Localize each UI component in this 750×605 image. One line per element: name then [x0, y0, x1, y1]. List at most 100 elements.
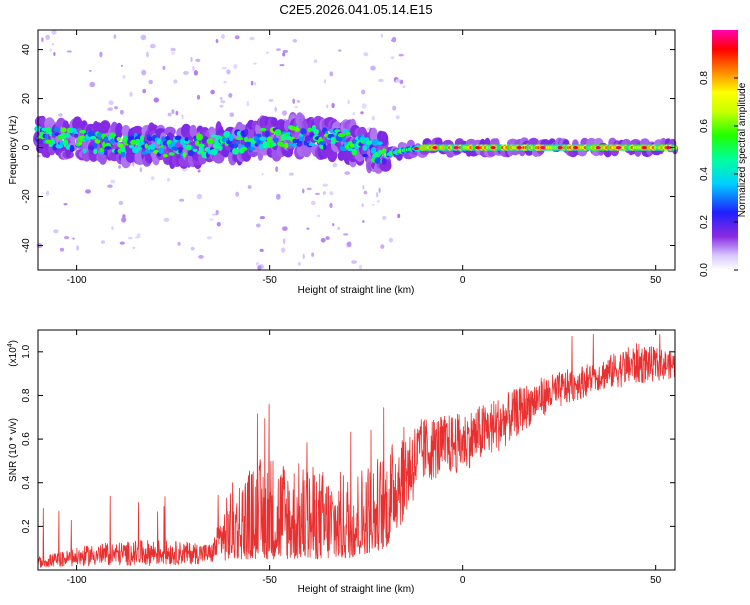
heatmap-ridge-blob — [102, 141, 106, 149]
snr-plot: -100 -50 0 50 0.2 0.4 0.6 0.8 1.0 Height of str… — [7, 329, 676, 595]
heatmap-noise-blob — [179, 198, 185, 202]
heatmap-noise-blob — [219, 104, 224, 108]
heatmap-noise-blob — [351, 260, 357, 264]
snr-multiplier-close: ) — [8, 340, 19, 343]
heatmap-ridge-blob — [318, 141, 327, 145]
heatmap-peak-dot — [432, 146, 438, 150]
heatmap-noise-blob — [170, 51, 175, 55]
heatmap-noise-blob — [402, 85, 406, 88]
heatmap-noise-blob — [181, 114, 184, 120]
heatmap-noise-blob — [122, 214, 126, 219]
heatmap-ridge-blob — [172, 147, 180, 151]
heatmap-noise-blob — [255, 223, 261, 228]
heatmap-ridge-blob — [90, 135, 97, 140]
heatmap-noise-blob — [146, 51, 149, 58]
colorbar-gradient — [712, 30, 738, 270]
heatmap-noise-blob — [72, 237, 75, 240]
heatmap-noise-blob — [76, 245, 80, 251]
heatmap-noise-blob — [298, 261, 301, 266]
heatmap-ridge-blob — [174, 135, 182, 141]
heatmap-noise-blob — [390, 39, 396, 42]
heatmap-halo — [115, 122, 123, 139]
heatmap-noise-blob — [136, 233, 141, 238]
heatmap-ridge-blob — [65, 132, 70, 138]
heatmap-ridge-blob — [347, 147, 354, 152]
snr-series-line — [37, 333, 676, 568]
heatmap-noise-blob — [49, 48, 52, 52]
heatmap-noise-blob — [220, 100, 226, 104]
heatmap-ridge-blob — [206, 138, 214, 145]
heatmap-noise-blob — [208, 218, 214, 221]
heatmap-ridge-blob — [104, 146, 112, 150]
snr-y-tick-label: 0.8 — [21, 388, 32, 402]
heatmap-plot: -100 -50 0 50 -40 -20 0 20 40 Height of straigh… — [8, 29, 679, 296]
heatmap-noise-blob — [183, 70, 189, 75]
heatmap-noise-blob — [313, 59, 318, 64]
heatmap-ridge-blob — [292, 138, 298, 144]
heatmap-noise-blob — [41, 37, 44, 42]
heatmap-noise-blob — [153, 97, 159, 103]
heatmap-frame — [37, 29, 676, 271]
heatmap-ridge-blob — [103, 136, 109, 143]
heatmap-noise-blob — [378, 187, 381, 193]
heatmap-noise-blob — [206, 236, 213, 240]
colorbar-ticks: 0.0 0.2 0.4 0.6 0.8 — [699, 71, 738, 277]
heatmap-noise-blob — [282, 49, 289, 53]
heatmap-noise-blob — [99, 51, 103, 58]
heatmap-noise-blob — [51, 43, 55, 46]
heatmap-ridge-blob — [377, 141, 383, 145]
heatmap-noise-blob — [118, 200, 124, 206]
heatmap-ridge-blob — [272, 137, 279, 142]
heatmap-ridge-blob — [349, 143, 356, 148]
heatmap-noise-blob — [344, 171, 351, 175]
heatmap-peak-dot — [540, 146, 546, 150]
chart-title: C2E5.2026.041.05.14.E15 — [279, 2, 432, 17]
heatmap-ridge-blob — [109, 138, 116, 144]
colorbar-tick-label: 0.6 — [699, 119, 710, 133]
heatmap-ridge-blob — [184, 137, 189, 142]
heatmap-noise-blob — [58, 113, 63, 117]
heatmap-noise-blob — [120, 64, 123, 67]
heatmap-y-tick-label: -20 — [21, 189, 32, 204]
heatmap-ridge-blob — [163, 153, 168, 158]
heatmap-ridge-blob — [240, 146, 248, 151]
heatmap-peak-dot — [641, 146, 647, 150]
heatmap-cells — [33, 29, 679, 271]
heatmap-noise-blob — [249, 36, 255, 41]
heatmap-ridge-blob — [362, 153, 368, 158]
heatmap-ridge-blob — [308, 142, 316, 147]
heatmap-noise-blob — [229, 112, 235, 117]
heatmap-ridge-blob — [298, 136, 304, 142]
heatmap-noise-blob — [192, 65, 195, 72]
heatmap-x-axis-label: Height of straight line (km) — [298, 285, 415, 296]
heatmap-noise-blob — [388, 237, 394, 243]
heatmap-noise-blob — [315, 192, 320, 196]
heatmap-noise-blob — [216, 222, 221, 227]
heatmap-noise-blob — [358, 264, 363, 270]
heatmap-noise-blob — [317, 214, 320, 218]
heatmap-noise-blob — [329, 202, 333, 209]
heatmap-noise-blob — [279, 64, 285, 67]
heatmap-x-tick-label: -100 — [67, 275, 87, 286]
heatmap-noise-blob — [337, 49, 342, 52]
heatmap-noise-blob — [36, 155, 41, 158]
heatmap-ridge-blob — [51, 139, 55, 146]
heatmap-noise-blob — [255, 262, 260, 266]
heatmap-y-tick-label: 20 — [21, 93, 32, 105]
heatmap-noise-blob — [118, 165, 121, 169]
heatmap-noise-blob — [343, 233, 349, 236]
heatmap-ridge-blob — [345, 131, 351, 136]
heatmap-noise-blob — [223, 80, 227, 84]
heatmap-ridge-blob — [236, 137, 244, 141]
heatmap-noise-blob — [141, 69, 147, 76]
heatmap-ridge-blob — [264, 130, 270, 138]
heatmap-noise-blob — [66, 50, 72, 53]
heatmap-noise-blob — [282, 238, 286, 245]
snr-x-tick-label: -100 — [67, 575, 87, 586]
heatmap-ridge-blob — [177, 147, 183, 151]
heatmap-noise-blob — [122, 75, 126, 79]
heatmap-noise-blob — [261, 173, 264, 176]
heatmap-noise-blob — [107, 107, 114, 111]
heatmap-ridge-blob — [45, 139, 53, 144]
heatmap-ridge-blob — [196, 133, 203, 141]
